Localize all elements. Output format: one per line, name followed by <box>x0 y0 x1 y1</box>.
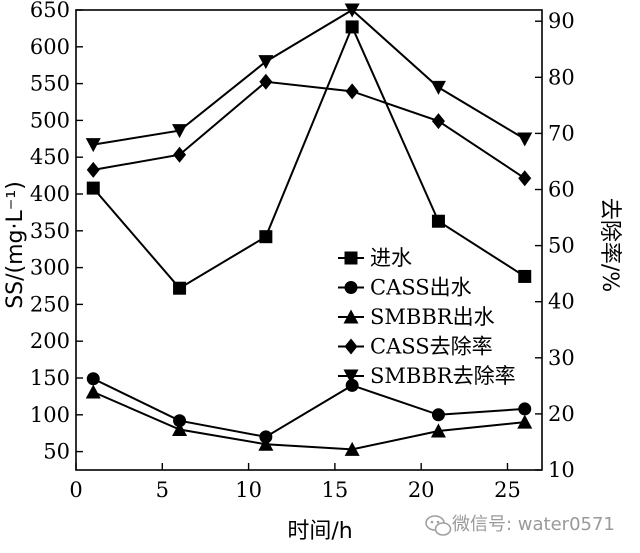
y-tick-label: 50 <box>43 440 70 464</box>
series-line <box>93 80 526 180</box>
axes <box>75 9 543 471</box>
y2-tick-label: 30 <box>548 346 575 370</box>
legend-marker <box>343 369 359 384</box>
legend-label: 进水 <box>370 246 412 270</box>
data-point <box>172 124 188 139</box>
y2-tick-label: 60 <box>548 178 575 202</box>
series-line <box>92 24 526 290</box>
data-point <box>85 138 101 153</box>
y-tick-label: 650 <box>30 0 70 22</box>
y2-tick-label: 40 <box>548 290 575 314</box>
series-1 <box>86 20 532 295</box>
x-tick-label: 15 <box>322 478 349 502</box>
watermark-text: 微信号: water0571 <box>452 514 615 535</box>
data-point <box>259 230 273 244</box>
y-tick-label: 100 <box>30 403 70 427</box>
data-point <box>172 422 188 437</box>
data-point <box>85 384 101 399</box>
legend-item: CASS出水 <box>338 276 472 300</box>
y2-tick-label: 80 <box>548 65 575 89</box>
series-4 <box>86 73 532 187</box>
data-point <box>345 378 359 392</box>
legend-item: SMBBR去除率 <box>338 364 516 388</box>
data-point <box>344 3 360 18</box>
legend-item: CASS去除率 <box>338 335 493 359</box>
data-point <box>86 181 100 195</box>
legend-label: CASS出水 <box>370 276 472 300</box>
data-point <box>173 414 187 428</box>
x-tick-label: 25 <box>494 478 521 502</box>
data-point <box>86 372 100 386</box>
series-layer <box>85 3 533 456</box>
y-tick-label: 200 <box>30 329 70 353</box>
plot-frame <box>75 9 543 471</box>
series-3 <box>85 384 533 456</box>
legend-marker <box>343 309 359 324</box>
x-axis-title: 时间/h <box>287 519 352 544</box>
data-point <box>431 408 445 422</box>
series-line <box>93 8 526 146</box>
y2-tick-label: 70 <box>548 121 575 145</box>
y-tick-label: 500 <box>30 108 70 132</box>
data-point <box>173 281 187 295</box>
legend-marker <box>344 338 358 355</box>
y2-tick-label: 20 <box>548 402 575 426</box>
data-point <box>518 170 532 187</box>
series-line <box>92 391 525 451</box>
data-point <box>259 73 273 90</box>
y-tick-label: 550 <box>30 72 70 96</box>
data-point <box>344 441 360 456</box>
wechat-icon <box>425 515 452 536</box>
data-point <box>430 80 446 95</box>
data-point <box>86 161 100 178</box>
data-point <box>518 402 532 416</box>
y-tick-label: 150 <box>30 366 70 390</box>
data-point <box>517 414 533 429</box>
y2-tick-label: 90 <box>548 9 575 33</box>
data-point <box>431 214 445 228</box>
data-point <box>258 436 274 451</box>
legend-label: CASS去除率 <box>370 335 493 359</box>
legend-label: SMBBR出水 <box>370 305 495 329</box>
legend-label: SMBBR去除率 <box>370 364 516 388</box>
y-tick-label: 400 <box>30 182 70 206</box>
y-tick-label: 250 <box>30 292 70 316</box>
ticks: 0 5 10 15 20 25 50 100 150 200 250 300 350 400 450 500 5… <box>30 0 575 502</box>
data-point <box>345 20 359 34</box>
x-tick-label: 5 <box>156 478 169 502</box>
legend-marker <box>344 251 358 265</box>
data-point <box>173 146 187 163</box>
legend-marker <box>344 281 358 294</box>
x-tick-label: 0 <box>69 478 82 502</box>
data-point <box>517 132 533 147</box>
series-5 <box>85 3 533 153</box>
data-point <box>345 83 359 100</box>
y-tick-label: 450 <box>30 145 70 169</box>
y-tick-label: 300 <box>30 256 70 280</box>
data-point <box>430 423 446 438</box>
y-tick-label: 350 <box>30 219 70 243</box>
data-point <box>431 113 445 130</box>
legend-item: SMBBR出水 <box>338 305 495 329</box>
y2-axis-title: 去除率/% <box>597 198 622 292</box>
x-tick-label: 20 <box>408 478 435 502</box>
data-point <box>258 55 274 70</box>
y-tick-label: 600 <box>30 35 70 59</box>
watermark: 微信号: water0571 <box>425 514 615 536</box>
x-tick-label: 10 <box>235 478 262 502</box>
series-line <box>92 377 525 438</box>
legend-item: 进水 <box>338 246 412 270</box>
y2-tick-label: 50 <box>548 234 575 258</box>
data-point <box>518 269 532 283</box>
y-axis-title: SS/(mg·L⁻¹) <box>3 181 28 309</box>
y2-tick-label: 10 <box>548 458 575 482</box>
legend: 进水 CASS出水 SMBBR出水 CASS去除率 SMBBR去除率 <box>338 246 516 388</box>
